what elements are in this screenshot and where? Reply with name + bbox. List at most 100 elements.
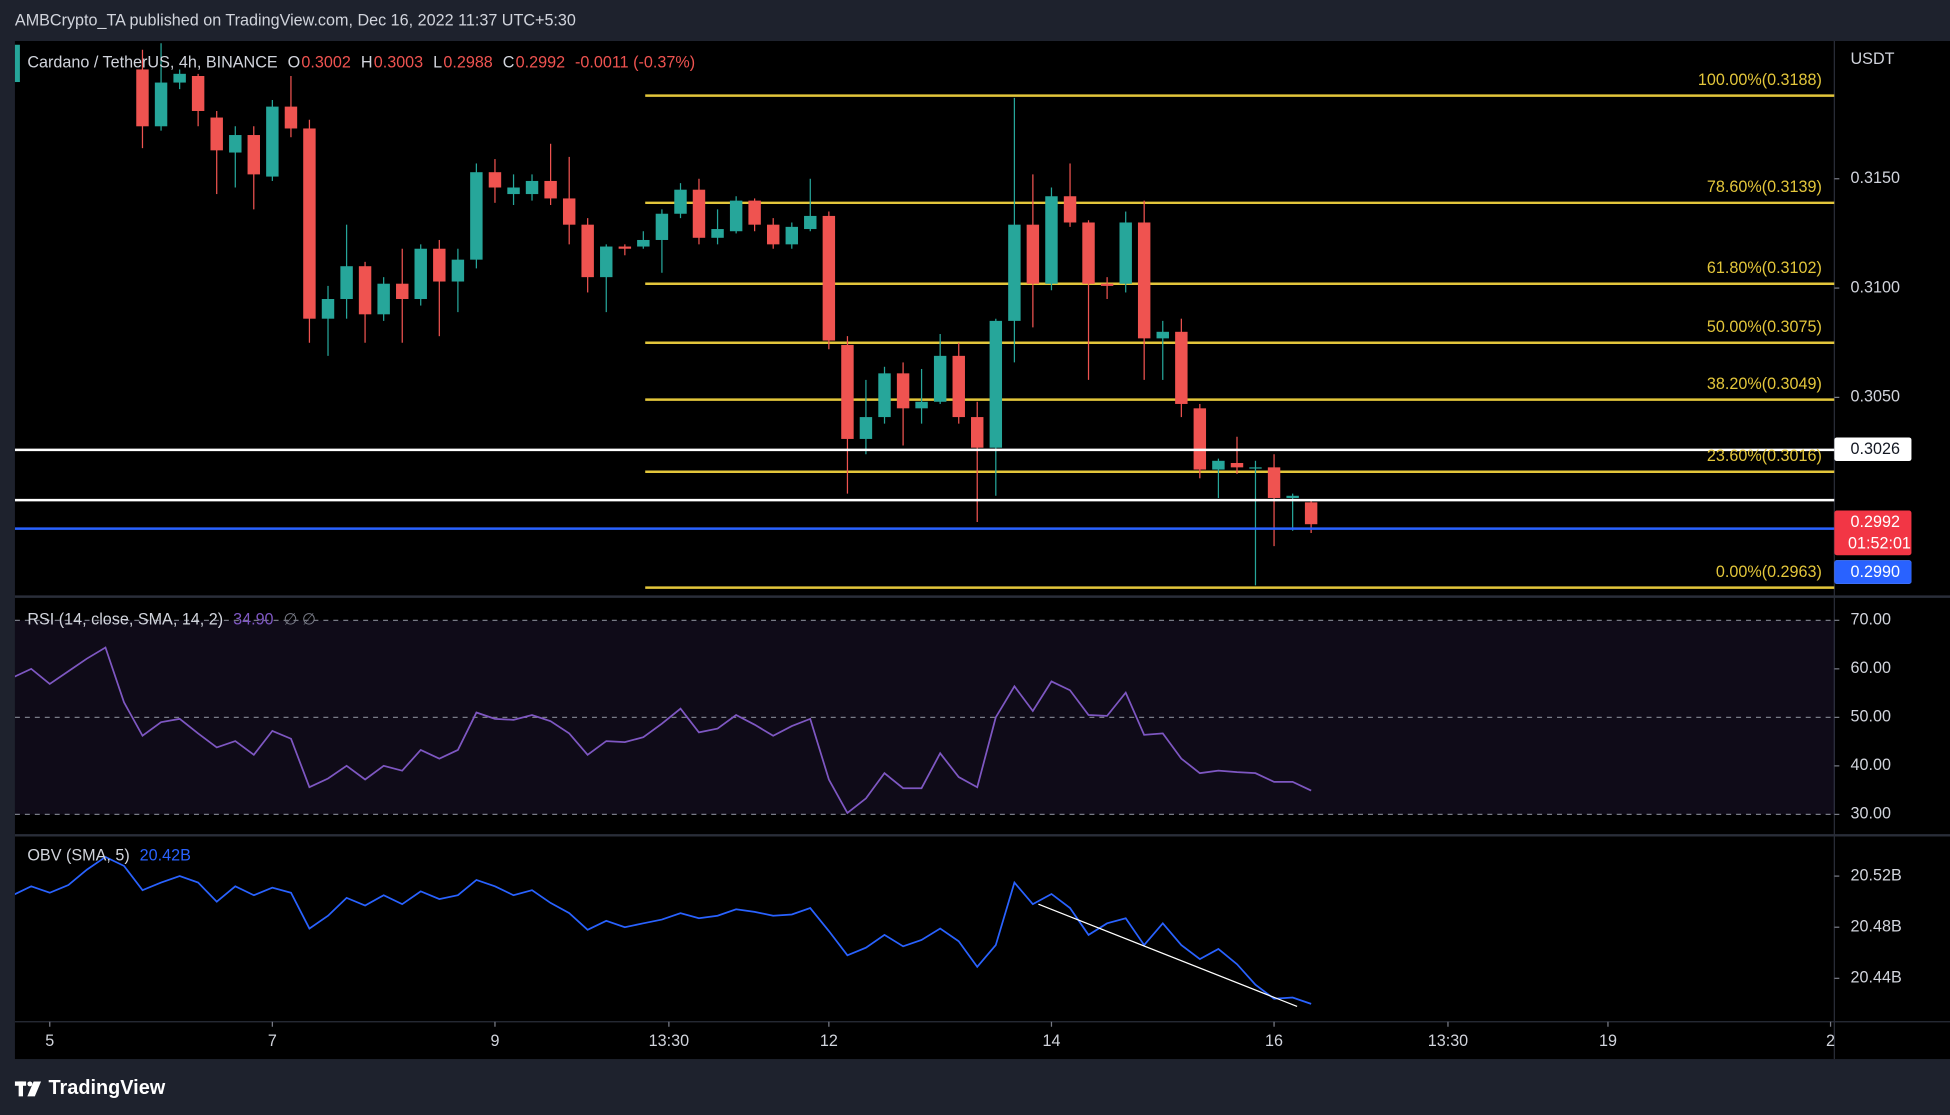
candle-body (655, 213, 669, 240)
axis-unit: USDT (1851, 50, 1895, 68)
candle-body (377, 283, 390, 315)
candle-body (396, 283, 409, 300)
ohlc-key: C (503, 54, 515, 72)
candle-body (637, 239, 650, 247)
candle-body (1082, 222, 1095, 284)
candle-body (266, 106, 279, 177)
indicator-extra: ∅ ∅ (284, 611, 317, 629)
candle-body (878, 373, 891, 418)
candle-body (785, 226, 799, 245)
y-tick-label: 30.00 (1851, 805, 1891, 823)
fib-label: 78.60%(0.3139) (1707, 178, 1822, 196)
fib-label: 100.00%(0.3188) (1698, 71, 1822, 89)
y-tick-label: 0.3100 (1851, 278, 1900, 296)
change-value: -0.0011 (-0.37%) (575, 54, 695, 72)
candle-body (841, 344, 854, 439)
fib-label: 50.00%(0.3075) (1707, 318, 1822, 336)
footer-brand: TradingView (49, 1077, 166, 1099)
y-tick-label: 20.44B (1851, 969, 1902, 987)
last-price-box (1834, 510, 1912, 556)
logo-part (18, 1081, 24, 1097)
x-tick-label: 5 (45, 1032, 54, 1050)
candle-body (915, 401, 928, 409)
candle-body (711, 229, 724, 238)
candle-body (358, 266, 372, 315)
candle-body (340, 266, 353, 300)
fib-label: 23.60%(0.3016) (1707, 447, 1822, 465)
price-panel (14, 43, 1835, 589)
candle-body (507, 187, 520, 195)
candle-body (321, 299, 335, 319)
candle-body (525, 180, 539, 195)
y-tick-label: 60.00 (1851, 659, 1891, 677)
candle-body (1119, 222, 1132, 284)
candle-body (488, 172, 502, 188)
ohlc-value: 0.2992 (516, 54, 565, 72)
symbol-marker (14, 44, 20, 83)
rsi-panel (14, 619, 1835, 816)
symbol-legend: Cardano / TetherUS, 4h, BINANCE (27, 54, 278, 72)
candle-body (1193, 408, 1207, 470)
indicator-line (14, 855, 1312, 1005)
candle-body (136, 69, 149, 127)
trendline (1038, 903, 1298, 1008)
candle-body (1137, 222, 1151, 339)
ohlc-key: O (288, 54, 301, 72)
y-tick-label: 50.00 (1851, 708, 1891, 726)
indicator-line (14, 646, 1312, 815)
candle-body (303, 128, 316, 319)
candle-body (191, 76, 205, 111)
x-tick-label: 16 (1265, 1032, 1283, 1050)
candle-body (229, 135, 242, 153)
candle-body (414, 248, 427, 300)
x-tick-label: 2 (1826, 1032, 1835, 1050)
candle-body (1267, 467, 1281, 498)
candle-body (618, 246, 632, 249)
ohlc-key: H (361, 54, 373, 72)
candle-body (1156, 331, 1169, 339)
candle-body (1063, 196, 1077, 223)
y-tick-label: 40.00 (1851, 756, 1891, 774)
candle-body (210, 117, 223, 151)
tradingview-logo (14, 1081, 42, 1097)
x-tick-label: 7 (268, 1032, 277, 1050)
x-tick-label: 19 (1599, 1032, 1617, 1050)
y-tick-label: 20.52B (1851, 866, 1902, 884)
candle-body (562, 198, 576, 225)
candle-body (859, 417, 873, 439)
countdown-label: 01:52:01 (1848, 534, 1911, 552)
x-tick-label: 12 (820, 1032, 838, 1050)
indicator-value: 34.90 (233, 611, 273, 629)
price-line-label: 0.2990 (1851, 563, 1900, 581)
candle-body (1100, 283, 1114, 286)
ohlc-key: L (433, 54, 442, 72)
candle-body (1304, 502, 1318, 525)
x-tick-label: 13:30 (1428, 1032, 1468, 1050)
candle-body (1230, 462, 1244, 468)
candle-body (154, 82, 168, 127)
candle-body (1175, 331, 1188, 404)
candle-body (581, 224, 594, 278)
candle-body (692, 189, 706, 238)
candle-body (989, 320, 1003, 448)
candle-body (1212, 460, 1225, 470)
candle-body (284, 106, 298, 129)
candle-body (748, 200, 761, 225)
price-line-box (1834, 560, 1912, 584)
ohlc-value: 0.3003 (374, 54, 423, 72)
candle-body (896, 373, 910, 409)
y-tick-label: 0.3050 (1851, 388, 1900, 406)
price-line-box (1834, 437, 1912, 462)
candle-body (766, 224, 780, 245)
candle-body (1286, 495, 1299, 498)
y-tick-label: 70.00 (1851, 611, 1891, 629)
price-line-label: 0.3026 (1851, 440, 1900, 458)
candle-body (971, 417, 984, 448)
indicator-title: RSI (14, close, SMA, 14, 2) (27, 611, 223, 629)
y-tick-label: 0.3150 (1851, 169, 1900, 187)
indicator-title: OBV (SMA, 5) (27, 847, 129, 865)
candle-body (1026, 224, 1040, 284)
candle-body (451, 259, 465, 282)
candle-body (1008, 224, 1021, 321)
